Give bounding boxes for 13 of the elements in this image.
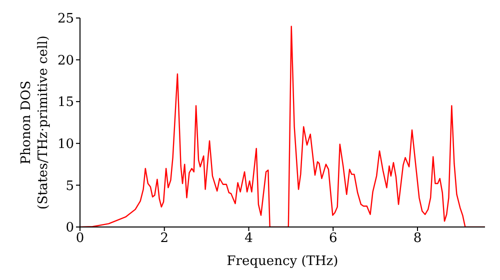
y-tick-label: 0 [66,220,74,236]
y-tick-label: 20 [57,53,74,68]
x-axis-title: Frequency (THz) [226,254,338,269]
y-tick-label: 15 [57,95,74,110]
y-tick-label: 25 [57,12,74,27]
x-tick-label: 2 [160,231,169,246]
y-axis-title: Phonon DOS (States/THz·primitive cell) [19,35,51,210]
x-tick-label: 4 [244,231,253,246]
x-tick-label: 6 [328,231,338,246]
x-tick-label: 8 [413,231,422,246]
y-tick-label: 5 [66,178,74,194]
y-tick-label: 10 [57,137,74,152]
x-tick-label: 0 [76,231,84,246]
